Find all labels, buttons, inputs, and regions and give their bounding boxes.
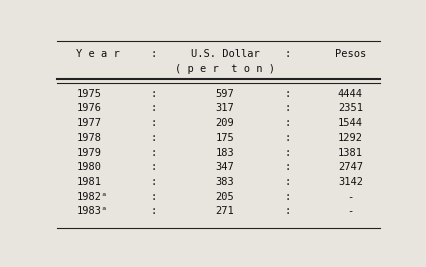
Text: 1975: 1975 [76,89,101,99]
Text: 2351: 2351 [338,103,363,113]
Text: :: : [151,192,157,202]
Text: 383: 383 [216,177,234,187]
Text: :: : [285,133,291,143]
Text: :: : [285,206,291,216]
Text: :: : [151,162,157,172]
Text: 209: 209 [216,118,234,128]
Text: :: : [285,177,291,187]
Text: 183: 183 [216,147,234,158]
Text: 347: 347 [216,162,234,172]
Text: 1979: 1979 [76,147,101,158]
Text: 1983ᵃ: 1983ᵃ [76,206,108,216]
Text: 1976: 1976 [76,103,101,113]
Text: :: : [151,177,157,187]
Text: 1977: 1977 [76,118,101,128]
Text: 205: 205 [216,192,234,202]
Text: -: - [347,206,354,216]
Text: 3142: 3142 [338,177,363,187]
Text: 1381: 1381 [338,147,363,158]
Text: 1982ᵃ: 1982ᵃ [76,192,108,202]
Text: 1978: 1978 [76,133,101,143]
Text: :: : [285,89,291,99]
Text: :: : [151,206,157,216]
Text: :: : [151,133,157,143]
Text: :: : [151,49,157,59]
Text: :: : [151,103,157,113]
Text: :: : [151,118,157,128]
Text: :: : [151,147,157,158]
Text: Pesos: Pesos [335,49,366,59]
Text: 271: 271 [216,206,234,216]
Text: :: : [285,49,291,59]
Text: U.S. Dollar: U.S. Dollar [190,49,259,59]
Text: 175: 175 [216,133,234,143]
Text: -: - [347,192,354,202]
Text: :: : [285,147,291,158]
Text: ( p e r  t o n ): ( p e r t o n ) [175,64,275,74]
Text: :: : [285,118,291,128]
Text: 597: 597 [216,89,234,99]
Text: 1980: 1980 [76,162,101,172]
Text: 2747: 2747 [338,162,363,172]
Text: 317: 317 [216,103,234,113]
Text: :: : [151,89,157,99]
Text: :: : [285,103,291,113]
Text: :: : [285,162,291,172]
Text: :: : [285,192,291,202]
Text: 1981: 1981 [76,177,101,187]
Text: 1292: 1292 [338,133,363,143]
Text: 1544: 1544 [338,118,363,128]
Text: 4444: 4444 [338,89,363,99]
Text: Y e a r: Y e a r [76,49,120,59]
